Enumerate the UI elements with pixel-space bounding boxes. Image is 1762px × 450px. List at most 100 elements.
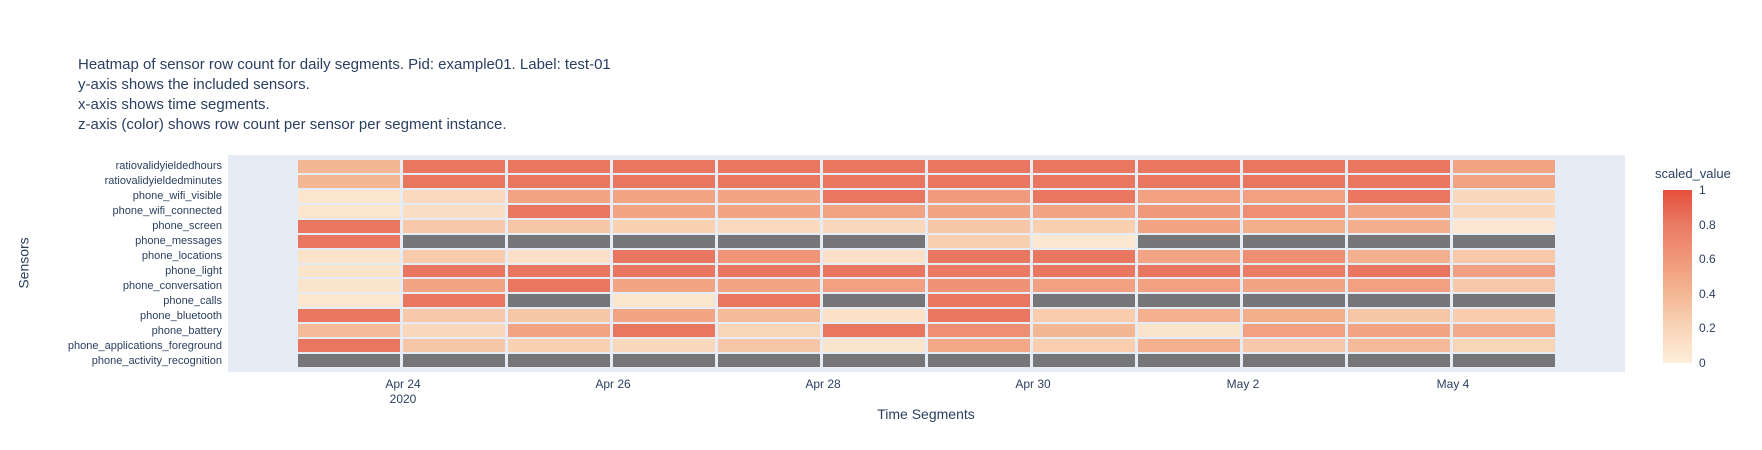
- heatmap-cell[interactable]: [823, 189, 925, 203]
- heatmap-cell[interactable]: [718, 264, 820, 278]
- heatmap-cell[interactable]: [928, 354, 1030, 367]
- heatmap-cell[interactable]: [1138, 324, 1240, 338]
- heatmap-cell[interactable]: [508, 249, 610, 263]
- heatmap-cell[interactable]: [928, 189, 1030, 203]
- heatmap-cell[interactable]: [508, 354, 610, 367]
- heatmap-cell[interactable]: [1348, 309, 1450, 323]
- heatmap-cell[interactable]: [298, 339, 400, 353]
- heatmap-cell[interactable]: [1348, 354, 1450, 367]
- heatmap-cell[interactable]: [1138, 264, 1240, 278]
- heatmap-cell[interactable]: [403, 279, 505, 293]
- heatmap-cell[interactable]: [1243, 219, 1345, 233]
- heatmap-cell[interactable]: [1033, 160, 1135, 173]
- heatmap-cell[interactable]: [613, 234, 715, 248]
- heatmap-cell[interactable]: [928, 234, 1030, 248]
- heatmap-cell[interactable]: [508, 204, 610, 218]
- heatmap-cell[interactable]: [613, 160, 715, 173]
- heatmap-cell[interactable]: [928, 219, 1030, 233]
- heatmap-cell[interactable]: [613, 174, 715, 188]
- heatmap-cell[interactable]: [1453, 339, 1555, 353]
- heatmap-cell[interactable]: [1138, 234, 1240, 248]
- heatmap-cell[interactable]: [1453, 264, 1555, 278]
- heatmap-cell[interactable]: [1138, 219, 1240, 233]
- heatmap-cell[interactable]: [1348, 294, 1450, 308]
- heatmap-cell[interactable]: [1453, 294, 1555, 308]
- heatmap-cell[interactable]: [403, 234, 505, 248]
- heatmap-cell[interactable]: [298, 204, 400, 218]
- heatmap-cell[interactable]: [1348, 339, 1450, 353]
- heatmap-cell[interactable]: [298, 279, 400, 293]
- heatmap-cell[interactable]: [928, 249, 1030, 263]
- heatmap-cell[interactable]: [718, 160, 820, 173]
- heatmap-cell[interactable]: [298, 234, 400, 248]
- heatmap-cell[interactable]: [1243, 160, 1345, 173]
- heatmap-cell[interactable]: [298, 294, 400, 308]
- heatmap-cell[interactable]: [1348, 204, 1450, 218]
- heatmap-cell[interactable]: [1243, 249, 1345, 263]
- heatmap-cell[interactable]: [1348, 324, 1450, 338]
- heatmap-cell[interactable]: [928, 264, 1030, 278]
- heatmap-cell[interactable]: [298, 249, 400, 263]
- heatmap-cell[interactable]: [1453, 219, 1555, 233]
- heatmap-cell[interactable]: [613, 339, 715, 353]
- heatmap-cell[interactable]: [508, 234, 610, 248]
- heatmap-cell[interactable]: [298, 264, 400, 278]
- heatmap-cell[interactable]: [823, 264, 925, 278]
- heatmap-cell[interactable]: [1243, 189, 1345, 203]
- heatmap-cell[interactable]: [823, 339, 925, 353]
- heatmap-cell[interactable]: [1033, 189, 1135, 203]
- heatmap-cell[interactable]: [1453, 309, 1555, 323]
- heatmap-cell[interactable]: [403, 249, 505, 263]
- heatmap-cell[interactable]: [823, 219, 925, 233]
- heatmap-cell[interactable]: [928, 160, 1030, 173]
- heatmap-cell[interactable]: [1033, 294, 1135, 308]
- heatmap-cell[interactable]: [1033, 354, 1135, 367]
- heatmap-cell[interactable]: [928, 324, 1030, 338]
- heatmap-cell[interactable]: [928, 279, 1030, 293]
- heatmap-cell[interactable]: [403, 339, 505, 353]
- heatmap-cell[interactable]: [1243, 354, 1345, 367]
- heatmap-cell[interactable]: [1348, 189, 1450, 203]
- heatmap-cell[interactable]: [298, 354, 400, 367]
- heatmap-cell[interactable]: [298, 174, 400, 188]
- heatmap-cell[interactable]: [1348, 219, 1450, 233]
- heatmap-cell[interactable]: [928, 339, 1030, 353]
- heatmap-cell[interactable]: [1243, 294, 1345, 308]
- heatmap-cell[interactable]: [1033, 219, 1135, 233]
- heatmap-cell[interactable]: [298, 160, 400, 173]
- heatmap-cell[interactable]: [823, 174, 925, 188]
- heatmap-cell[interactable]: [718, 204, 820, 218]
- heatmap-cell[interactable]: [1138, 294, 1240, 308]
- heatmap-cell[interactable]: [1243, 234, 1345, 248]
- heatmap-cell[interactable]: [718, 339, 820, 353]
- heatmap-cell[interactable]: [1453, 234, 1555, 248]
- heatmap-cell[interactable]: [1348, 279, 1450, 293]
- heatmap-cell[interactable]: [1453, 189, 1555, 203]
- heatmap-cell[interactable]: [403, 189, 505, 203]
- heatmap-cell[interactable]: [403, 354, 505, 367]
- heatmap-cell[interactable]: [1138, 189, 1240, 203]
- heatmap-cell[interactable]: [613, 279, 715, 293]
- heatmap-cell[interactable]: [298, 324, 400, 338]
- heatmap-cell[interactable]: [1033, 279, 1135, 293]
- heatmap-cell[interactable]: [928, 309, 1030, 323]
- heatmap-cell[interactable]: [823, 249, 925, 263]
- heatmap-cell[interactable]: [1033, 324, 1135, 338]
- heatmap-cell[interactable]: [1243, 204, 1345, 218]
- heatmap-cell[interactable]: [1138, 279, 1240, 293]
- heatmap-cell[interactable]: [1033, 174, 1135, 188]
- heatmap-cell[interactable]: [1453, 204, 1555, 218]
- heatmap-cell[interactable]: [403, 219, 505, 233]
- heatmap-cell[interactable]: [508, 174, 610, 188]
- heatmap-cell[interactable]: [718, 219, 820, 233]
- heatmap-cell[interactable]: [823, 324, 925, 338]
- heatmap-cell[interactable]: [928, 204, 1030, 218]
- heatmap-cell[interactable]: [1243, 324, 1345, 338]
- heatmap-cell[interactable]: [1453, 249, 1555, 263]
- heatmap-cell[interactable]: [928, 294, 1030, 308]
- heatmap-cell[interactable]: [403, 204, 505, 218]
- heatmap-cell[interactable]: [1453, 160, 1555, 173]
- heatmap-cell[interactable]: [403, 160, 505, 173]
- heatmap-cell[interactable]: [823, 309, 925, 323]
- heatmap-cell[interactable]: [823, 234, 925, 248]
